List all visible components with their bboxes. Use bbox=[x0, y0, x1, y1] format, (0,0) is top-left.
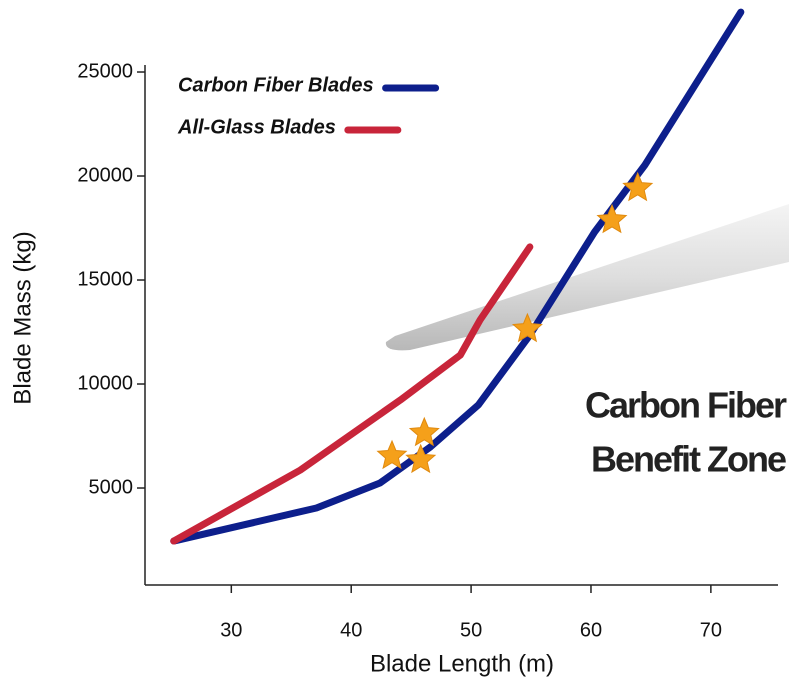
annotation: Benefit Zone bbox=[591, 439, 786, 480]
star-marker bbox=[376, 439, 408, 470]
x-tick-label: 60 bbox=[580, 619, 602, 641]
star-marker bbox=[408, 416, 440, 447]
y-axis-title: Blade Mass (kg) bbox=[9, 231, 36, 404]
x-tick-label: 70 bbox=[700, 619, 722, 641]
y-tick-label: 20000 bbox=[77, 164, 133, 186]
y-tick-label: 15000 bbox=[77, 268, 133, 290]
x-axis-title: Blade Length (m) bbox=[370, 650, 554, 677]
legend-label: All-Glass Blades bbox=[177, 116, 336, 138]
star-marker bbox=[511, 312, 543, 343]
annotation: Carbon Fiber bbox=[585, 385, 787, 426]
x-tick-label: 30 bbox=[220, 619, 242, 641]
legend-label: Carbon Fiber Blades bbox=[178, 74, 374, 96]
y-tick-label: 25000 bbox=[77, 60, 133, 82]
y-tick-label: 5000 bbox=[89, 476, 134, 498]
data-line bbox=[170, 243, 534, 545]
x-tick-label: 40 bbox=[340, 619, 362, 641]
x-tick-label: 50 bbox=[460, 619, 482, 641]
y-tick-label: 10000 bbox=[77, 372, 133, 394]
star-marker bbox=[596, 203, 628, 234]
star-marker bbox=[622, 171, 654, 202]
blade-illustration bbox=[385, 204, 789, 351]
star-marker bbox=[405, 443, 437, 474]
